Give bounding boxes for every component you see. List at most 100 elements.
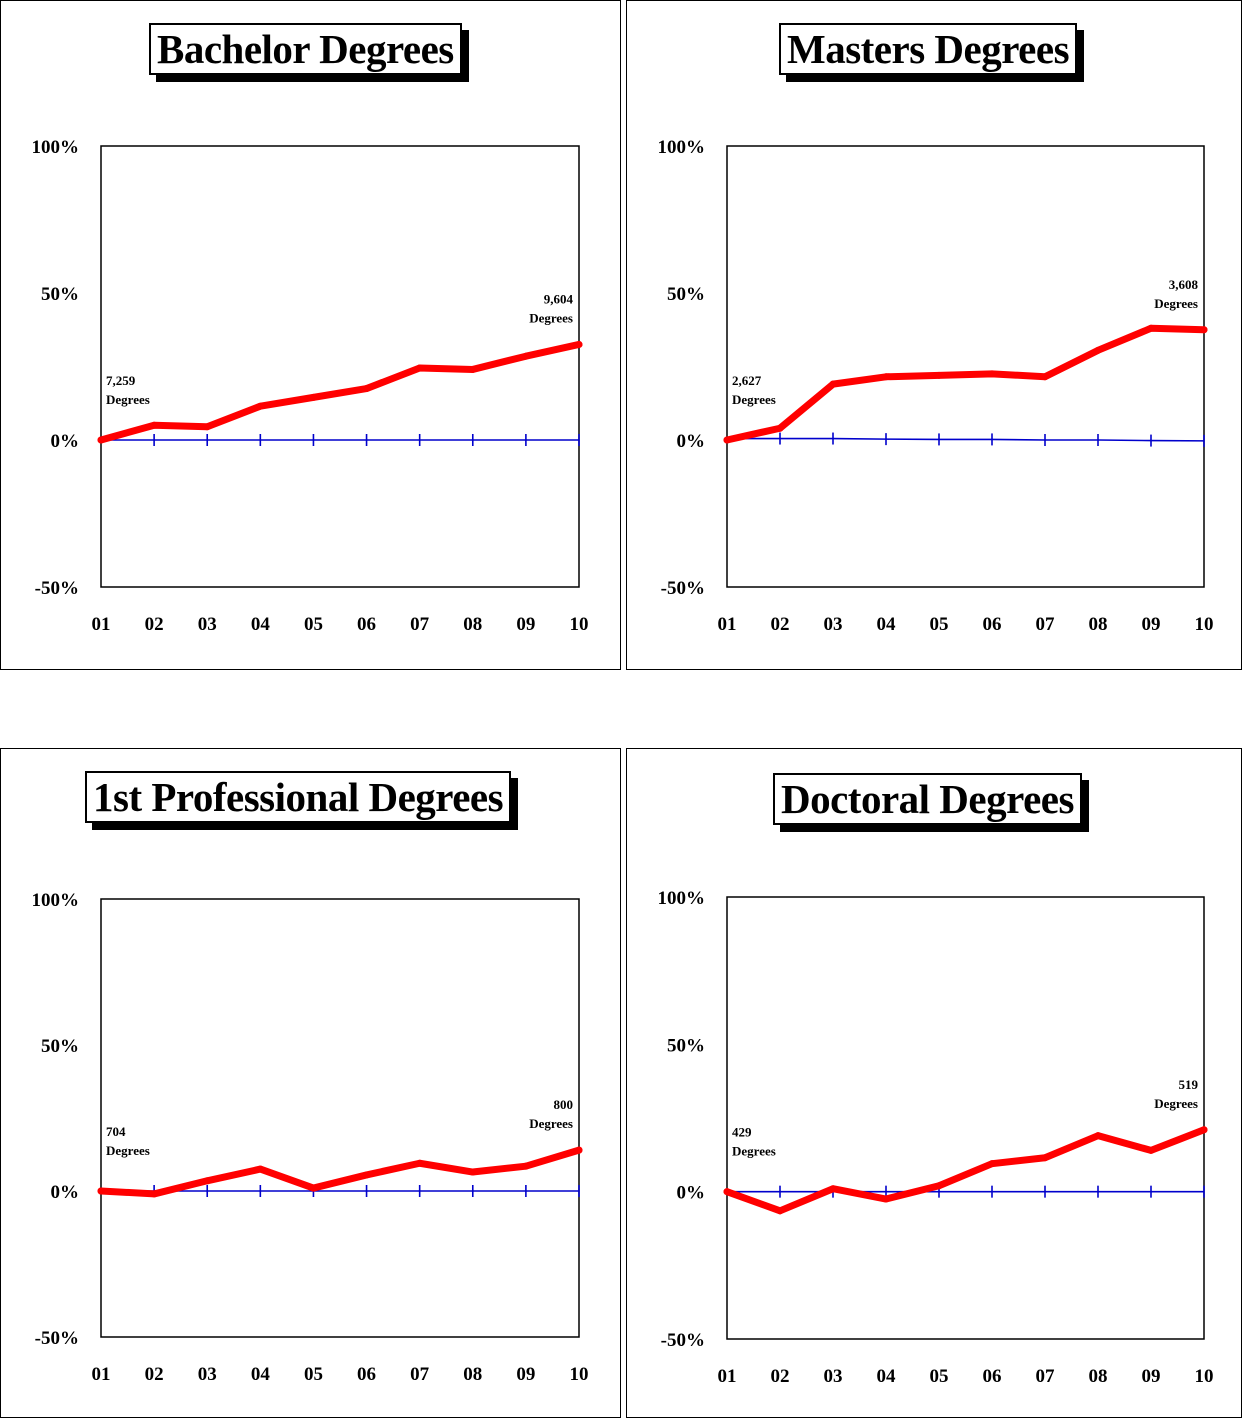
x-tick-label: 02 [145, 1364, 164, 1385]
chart-svg: 100% 50% 0% -50% 01 02 03 04 05 06 07 08 09 10 429 Degr… [658, 888, 1214, 1387]
change-series-point [469, 1168, 477, 1176]
change-series-point [309, 1184, 317, 1192]
x-tick-label: 10 [570, 1364, 589, 1385]
change-series-point [723, 1188, 731, 1196]
x-tick-label: 01 [718, 614, 737, 635]
x-tick-label: 04 [877, 614, 897, 635]
change-series-point [256, 402, 264, 410]
x-tick-label: 04 [251, 1364, 271, 1385]
start-unit-label: Degrees [732, 1144, 776, 1159]
plot-area [726, 145, 1205, 588]
chart-panel-1st-professional: 1st Professional Degrees 100% 50% 0% -50% 01… [0, 748, 621, 1418]
change-series-point [1041, 1154, 1049, 1162]
x-tick-label: 05 [304, 614, 323, 635]
change-series-point [97, 436, 105, 444]
x-tick-label: 07 [410, 614, 430, 635]
x-tick-label: 10 [1195, 1366, 1214, 1387]
y-tick-label: 0% [677, 1183, 706, 1204]
y-tick-label: -50% [35, 578, 79, 599]
start-count-label: 7,259 [106, 373, 136, 388]
change-series-point [829, 1185, 837, 1193]
change-series-point [203, 1177, 211, 1185]
chart-title: Doctoral Degrees [773, 773, 1082, 825]
end-count-label: 3,608 [1169, 277, 1199, 292]
end-unit-label: Degrees [529, 310, 573, 325]
x-tick-label: 08 [1089, 1366, 1108, 1387]
end-unit-label: Degrees [529, 1116, 573, 1131]
change-series-point [988, 1160, 996, 1168]
change-series-point [575, 340, 583, 348]
x-tick-label: 03 [824, 614, 843, 635]
title-frame: Masters Degrees [779, 23, 1085, 82]
x-tick-label: 04 [877, 1366, 897, 1387]
chart-title: 1st Professional Degrees [85, 771, 512, 823]
x-tick-label: 10 [570, 614, 589, 635]
x-tick-label: 01 [92, 1364, 111, 1385]
start-count-label: 704 [106, 1124, 126, 1139]
chart-svg: 100% 50% 0% -50% 01 02 03 04 05 06 07 08 09 10 2,627 De… [658, 137, 1214, 635]
x-tick-label: 07 [1036, 1366, 1056, 1387]
change-series-point [363, 1171, 371, 1179]
change-series-point [416, 1159, 424, 1167]
x-tick-label: 09 [516, 614, 535, 635]
change-series-point [723, 436, 731, 444]
change-series-point [1094, 346, 1102, 354]
y-tick-label: 100% [32, 137, 80, 158]
change-series-point [522, 1162, 530, 1170]
change-series-point [1041, 373, 1049, 381]
x-tick-label: 02 [771, 614, 790, 635]
change-series-point [363, 385, 371, 393]
change-series-point [935, 371, 943, 379]
change-series-point [1147, 324, 1155, 332]
end-count-label: 800 [554, 1097, 574, 1112]
change-series-point [97, 1187, 105, 1195]
y-tick-label: -50% [661, 578, 705, 599]
change-series-line [97, 340, 583, 444]
y-tick-label: 0% [677, 431, 706, 452]
y-tick-label: 50% [41, 284, 79, 305]
end-unit-label: Degrees [1154, 296, 1198, 311]
change-series-point [416, 364, 424, 372]
start-unit-label: Degrees [106, 1143, 150, 1158]
y-tick-label: 50% [667, 1035, 705, 1056]
x-tick-label: 05 [304, 1364, 323, 1385]
change-series-point [1200, 1126, 1208, 1134]
change-series-point [256, 1165, 264, 1173]
x-tick-label: 09 [516, 1364, 535, 1385]
start-count-label: 429 [732, 1125, 752, 1140]
chart-title: Bachelor Degrees [149, 23, 462, 75]
x-tick-label: 02 [771, 1366, 790, 1387]
change-series-point [776, 1207, 784, 1215]
change-series-point [935, 1182, 943, 1190]
x-tick-label: 06 [983, 1366, 1002, 1387]
change-series-point [203, 423, 211, 431]
change-series-point [1094, 1132, 1102, 1140]
x-tick-label: 02 [145, 614, 164, 635]
change-series-point [829, 380, 837, 388]
chart-title: Masters Degrees [779, 23, 1078, 75]
x-tick-label: 01 [92, 614, 111, 635]
change-series-point [882, 373, 890, 381]
change-series-point [882, 1195, 890, 1203]
start-count-label: 2,627 [732, 373, 762, 388]
chart-panel-bachelor: Bachelor Degrees 100% 50% 0% -50% 01 02 03 04 05… [0, 0, 621, 670]
title-frame: 1st Professional Degrees [85, 771, 519, 830]
y-tick-label: -50% [35, 1328, 79, 1349]
title-frame: Bachelor Degrees [149, 23, 469, 82]
change-series-line [97, 1146, 583, 1198]
change-series-point [575, 1146, 583, 1154]
change-series-point [469, 365, 477, 373]
change-series-point [150, 1190, 158, 1198]
x-tick-label: 09 [1142, 614, 1161, 635]
x-tick-label: 07 [410, 1364, 430, 1385]
start-unit-label: Degrees [732, 392, 776, 407]
start-unit-label: Degrees [106, 392, 150, 407]
x-tick-label: 07 [1036, 614, 1056, 635]
x-tick-label: 08 [1089, 614, 1108, 635]
y-tick-label: 100% [32, 890, 80, 911]
title-frame: Doctoral Degrees [773, 773, 1089, 832]
plot-area [100, 145, 580, 588]
end-count-label: 9,604 [544, 291, 574, 306]
change-series-point [1147, 1146, 1155, 1154]
x-tick-label: 06 [983, 614, 1002, 635]
